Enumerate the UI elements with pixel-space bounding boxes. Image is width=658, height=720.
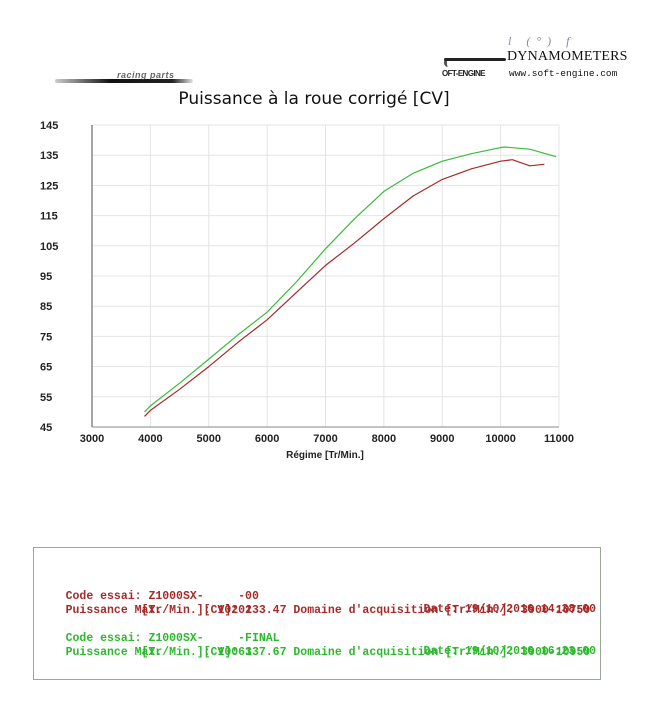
x-axis-label: Régime [Tr/Min.] [286, 450, 364, 461]
logo-swoosh-icon [444, 58, 452, 67]
x-axis-ticks: 3000 4000 5000 6000 7000 8000 9000 10000 11000 [80, 433, 574, 445]
logo-swoosh-bar [444, 58, 506, 61]
run1-power-value: 133.47 [245, 603, 287, 617]
power-chart: 45 55 65 75 85 95 105 115 125 135 145 3000 4000 5000… [40, 120, 574, 461]
y-tick-label: 105 [40, 241, 58, 253]
racing-parts-logo: racing parts [55, 70, 195, 86]
chart-title: Puissance à la roue corrigé [CV] [178, 89, 450, 109]
x-tick-label: 3000 [80, 433, 104, 445]
run2-power-label: Puissance Max. [65, 645, 163, 659]
run1-code-label: Code essai: [65, 589, 142, 603]
x-tick-label: 9000 [430, 433, 454, 445]
run1-power-line: Puissance Max. [CV]: 133.47 Domaine d'ac… [38, 590, 596, 631]
run2-rpm-line: [Tr/Min.]: 10063 [38, 646, 596, 660]
run2-range-value: 3900-10950 [521, 645, 591, 659]
y-tick-label: 135 [40, 150, 58, 162]
logo-brand: DYNAMOMETERS [507, 49, 628, 64]
run2-power-unit: [CV]: [203, 645, 239, 659]
run2-date-value: 19/10/2016 16:23:00 [464, 645, 596, 659]
run1-range-value: 3900-10750 [521, 603, 591, 617]
run2-code-label: Code essai: [65, 631, 142, 645]
run1-rpm-unit: [Tr/Min.]: [141, 604, 211, 617]
y-tick-label: 145 [40, 120, 58, 132]
run2-range-label: Domaine d'acquisition [Tr/Min.]: [293, 645, 515, 659]
run2-power-line: Puissance Max. [CV]: 137.67 Domaine d'ac… [38, 632, 596, 673]
x-tick-label: 7000 [313, 433, 337, 445]
run1-rpm-value: 10202 [217, 604, 252, 617]
x-tick-label: 4000 [138, 433, 162, 445]
x-tick-label: 10000 [485, 433, 516, 445]
run1-date-value: 19/10/2016 14:38:00 [464, 603, 596, 617]
logo-left-text: racing parts [117, 70, 175, 80]
run2-power-value: 137.67 [245, 645, 287, 659]
y-tick-label: 125 [40, 180, 58, 192]
run1-code-line: Code essai: Z1000SX- -00 Date: 19/10/201… [38, 576, 596, 631]
run2-rpm-unit: [Tr/Min.]: [141, 646, 211, 659]
run1-code-value: Z1000SX- -00 [148, 589, 259, 603]
run1-rpm-line: [Tr/Min.]: 10202 [38, 604, 596, 618]
run1-power-label: Puissance Max. [65, 603, 163, 617]
run1-range-label: Domaine d'acquisition [Tr/Min.]: [293, 603, 515, 617]
run2-rpm-value: 10063 [217, 646, 252, 659]
run2-code-value: Z1000SX- -FINAL [148, 631, 280, 645]
series-line-2 [144, 146, 557, 413]
logo-script: l (°) f [508, 34, 576, 48]
logo-swoosh [55, 79, 193, 83]
x-tick-label: 6000 [255, 433, 279, 445]
test-info-box: Code essai: Z1000SX- -00 Date: 19/10/201… [33, 547, 601, 680]
logo-mark: OFT-ENGINE [442, 69, 486, 78]
x-tick-label: 11000 [544, 433, 574, 445]
y-tick-label: 115 [40, 211, 58, 223]
series-line-1 [144, 159, 545, 417]
soft-engine-logo: l (°) f DYNAMOMETERS OFT-ENGINE www.soft… [440, 34, 640, 84]
run2-code-line: Code essai: Z1000SX- -FINAL Date: 19/10/… [38, 618, 596, 673]
y-tick-label: 95 [40, 271, 52, 283]
y-axis-ticks: 45 55 65 75 85 95 105 115 125 135 145 [40, 120, 58, 434]
run1-date-label: Date: [423, 603, 458, 617]
run1-power-unit: [CV]: [203, 603, 239, 617]
chart-series [144, 146, 557, 417]
x-tick-label: 5000 [197, 433, 221, 445]
logo-url: www.soft-engine.com [509, 68, 618, 79]
y-tick-label: 55 [40, 392, 52, 404]
y-tick-label: 45 [40, 422, 52, 434]
y-tick-label: 85 [40, 301, 52, 313]
y-tick-label: 65 [40, 362, 52, 374]
x-tick-label: 8000 [372, 433, 396, 445]
y-tick-label: 75 [40, 331, 52, 343]
chart-grid [92, 124, 560, 427]
run2-date-label: Date: [423, 645, 458, 659]
